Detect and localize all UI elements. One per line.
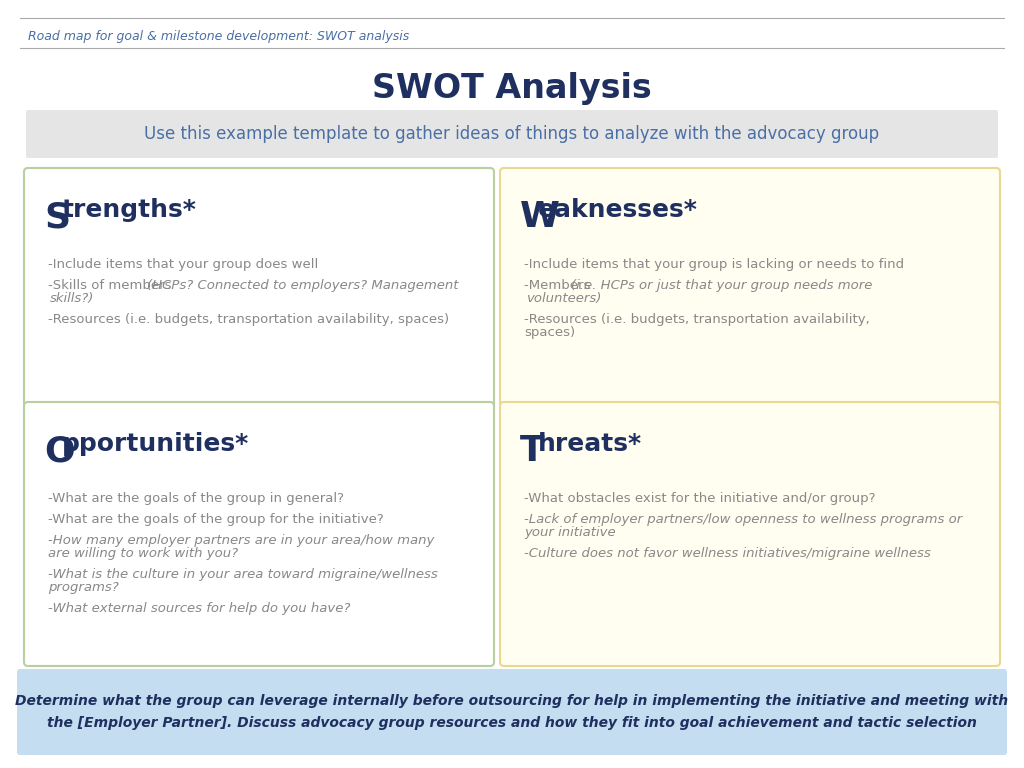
Text: programs?: programs? — [48, 581, 119, 594]
Text: -Members: -Members — [524, 279, 595, 292]
Text: trengths*: trengths* — [62, 198, 197, 222]
FancyBboxPatch shape — [24, 168, 494, 406]
Text: your initiative: your initiative — [524, 526, 615, 539]
Text: -What external sources for help do you have?: -What external sources for help do you h… — [48, 602, 350, 615]
Text: spaces): spaces) — [524, 326, 575, 339]
Text: W: W — [520, 200, 560, 234]
Text: -Lack of employer partners/low openness to wellness programs or: -Lack of employer partners/low openness … — [524, 513, 963, 526]
Text: -What obstacles exist for the initiative and/or group?: -What obstacles exist for the initiative… — [524, 492, 876, 505]
Text: eaknesses*: eaknesses* — [538, 198, 698, 222]
FancyBboxPatch shape — [17, 669, 1007, 755]
Text: -Include items that your group does well: -Include items that your group does well — [48, 258, 318, 271]
Text: hreats*: hreats* — [538, 432, 642, 456]
FancyBboxPatch shape — [500, 168, 1000, 406]
Text: -What are the goals of the group for the initiative?: -What are the goals of the group for the… — [48, 513, 384, 526]
Text: T: T — [520, 434, 545, 468]
Text: SWOT Analysis: SWOT Analysis — [372, 72, 652, 105]
FancyBboxPatch shape — [26, 110, 998, 158]
Text: volunteers): volunteers) — [526, 292, 601, 305]
Text: are willing to work with you?: are willing to work with you? — [48, 547, 239, 560]
FancyBboxPatch shape — [24, 402, 494, 666]
Text: Determine what the group can leverage internally before outsourcing for help in : Determine what the group can leverage in… — [15, 694, 1009, 730]
Text: -Resources (i.e. budgets, transportation availability,: -Resources (i.e. budgets, transportation… — [524, 313, 869, 326]
Text: -Resources (i.e. budgets, transportation availability, spaces): -Resources (i.e. budgets, transportation… — [48, 313, 450, 326]
Text: -Culture does not favor wellness initiatives/migraine wellness: -Culture does not favor wellness initiat… — [524, 547, 931, 560]
Text: (HCPs? Connected to employers? Management: (HCPs? Connected to employers? Managemen… — [147, 279, 459, 292]
Text: -Skills of members: -Skills of members — [48, 279, 176, 292]
Text: O: O — [44, 434, 75, 468]
Text: skills?): skills?) — [50, 292, 94, 305]
Text: Use this example template to gather ideas of things to analyze with the advocacy: Use this example template to gather idea… — [144, 125, 880, 143]
Text: -How many employer partners are in your area/how many: -How many employer partners are in your … — [48, 534, 434, 547]
Text: -Include items that your group is lacking or needs to find: -Include items that your group is lackin… — [524, 258, 904, 271]
Text: S: S — [44, 200, 70, 234]
Text: Road map for goal & milestone development: SWOT analysis: Road map for goal & milestone developmen… — [28, 30, 410, 43]
Text: pportunities*: pportunities* — [62, 432, 249, 456]
Text: (i.e. HCPs or just that your group needs more: (i.e. HCPs or just that your group needs… — [571, 279, 872, 292]
Text: -What is the culture in your area toward migraine/wellness: -What is the culture in your area toward… — [48, 568, 437, 581]
FancyBboxPatch shape — [500, 402, 1000, 666]
Text: -What are the goals of the group in general?: -What are the goals of the group in gene… — [48, 492, 344, 505]
